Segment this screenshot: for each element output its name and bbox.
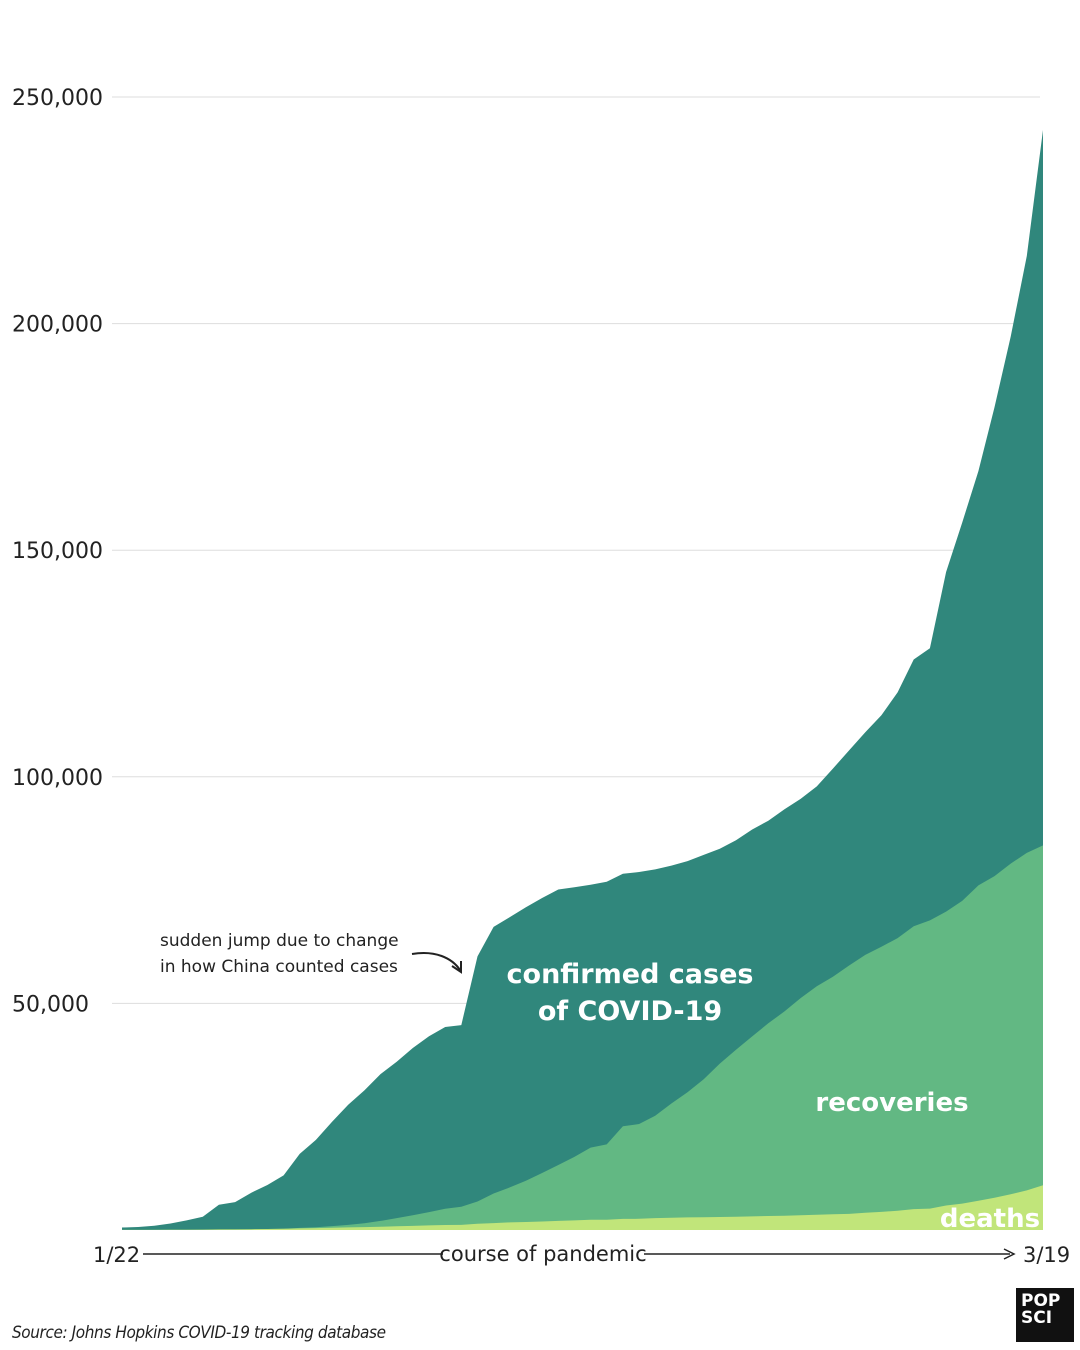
series-label-confirmed-line2: of COVID-19 <box>538 996 722 1027</box>
x-end-label: 3/19 <box>1023 1243 1070 1267</box>
annotation-arrowhead <box>451 961 462 974</box>
x-start-label: 1/22 <box>93 1243 140 1267</box>
series-areas <box>122 130 1043 1230</box>
area-deaths <box>122 1185 1043 1230</box>
y-tick-label: 50,000 <box>12 992 89 1017</box>
annotation-line1: sudden jump due to change <box>160 931 399 951</box>
y-tick-label: 200,000 <box>12 313 103 338</box>
series-label-recoveries: recoveries <box>815 1088 968 1118</box>
logo-line1: POP <box>1021 1291 1061 1311</box>
annotation-line2: in how China counted cases <box>160 957 398 977</box>
area-confirmed <box>122 130 1043 1230</box>
series-label-deaths: deaths <box>940 1204 1040 1234</box>
area-recoveries <box>122 845 1043 1230</box>
popsci-logo: POP SCI <box>1016 1288 1074 1342</box>
y-tick-label: 100,000 <box>12 766 103 791</box>
y-tick-label: 150,000 <box>12 539 103 564</box>
y-tick-label: 250,000 <box>12 86 103 111</box>
series-label-confirmed-line1: confirmed cases <box>507 959 754 990</box>
x-axis-label: course of pandemic <box>439 1242 646 1266</box>
x-axis-arrowhead <box>1003 1248 1016 1260</box>
annotation-arrow <box>411 952 461 971</box>
source-note: Source: Johns Hopkins COVID-19 tracking … <box>12 1323 386 1343</box>
logo-line2: SCI <box>1021 1308 1053 1328</box>
y-axis-ticks: 250,000 200,000 150,000 100,000 50,000 <box>12 86 103 1017</box>
